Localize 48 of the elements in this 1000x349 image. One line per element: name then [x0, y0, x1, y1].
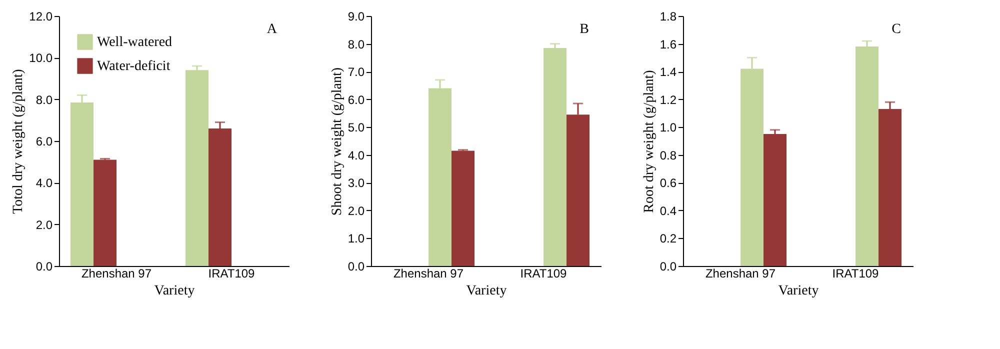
- y-tick-label: 7.0: [348, 65, 365, 80]
- annotation: A: [266, 22, 278, 37]
- x-tick-label: IRAT109: [520, 266, 568, 280]
- y-tick-label: 0.2: [660, 232, 677, 246]
- y-tick-label: 0.6: [660, 176, 677, 190]
- y-tick-label: 9.0: [348, 10, 365, 24]
- bar: [764, 134, 786, 266]
- x-tick-label: Zhenshan 97: [393, 266, 464, 280]
- y-tick-label: 6.0: [36, 134, 53, 148]
- x-tick-label: IRAT109: [208, 266, 256, 280]
- y-tick-label: 0.0: [660, 260, 677, 274]
- y-tick-label: 12.0: [29, 10, 53, 24]
- y-tick-label: 2.0: [348, 204, 365, 218]
- y-tick-label: 10.0: [29, 51, 53, 66]
- bar: [186, 70, 208, 266]
- x-tick-label: IRAT109: [832, 266, 880, 280]
- y-tick-label: 6.0: [348, 92, 365, 107]
- x-axis-title: Variety: [466, 284, 507, 298]
- y-tick-label: 0.0: [36, 260, 53, 274]
- x-axis-title: Variety: [154, 284, 195, 298]
- y-tick-label: 3.0: [348, 176, 365, 190]
- bar: [452, 150, 474, 266]
- legend-label: Well-watered: [97, 35, 172, 50]
- y-tick-label: 0.4: [660, 204, 677, 218]
- y-tick-label: 1.6: [660, 37, 677, 52]
- legend-label: Water-deficit: [97, 59, 170, 74]
- y-axis-title: Root dry weight (g/plant): [642, 70, 657, 213]
- y-tick-label: 2.0: [36, 218, 53, 232]
- annotation: C: [892, 22, 901, 37]
- y-axis-title: Totol dry weight (g/plant): [11, 68, 26, 214]
- y-tick-label: 4.0: [36, 176, 53, 190]
- y-tick-label: 1.2: [660, 92, 677, 107]
- y-tick-label: 0.8: [660, 148, 677, 162]
- y-tick-label: 8.0: [348, 37, 365, 52]
- y-tick-label: 1.4: [660, 65, 677, 80]
- y-tick-label: 1.0: [348, 232, 365, 246]
- y-axis-title: Shoot dry weight (g/plant): [330, 67, 345, 216]
- bar: [544, 48, 566, 266]
- annotation: B: [580, 22, 589, 37]
- y-tick-label: 8.0: [36, 92, 53, 107]
- y-tick-label: 5.0: [348, 120, 365, 135]
- y-tick-label: 1.8: [660, 10, 677, 24]
- y-tick-label: 1.0: [660, 120, 677, 135]
- y-tick-label: 4.0: [348, 148, 365, 162]
- x-tick-label: Zhenshan 97: [705, 266, 776, 280]
- y-tick-label: 0.0: [348, 260, 365, 274]
- x-axis-title: Variety: [778, 284, 819, 298]
- x-tick-label: Zhenshan 97: [81, 266, 152, 280]
